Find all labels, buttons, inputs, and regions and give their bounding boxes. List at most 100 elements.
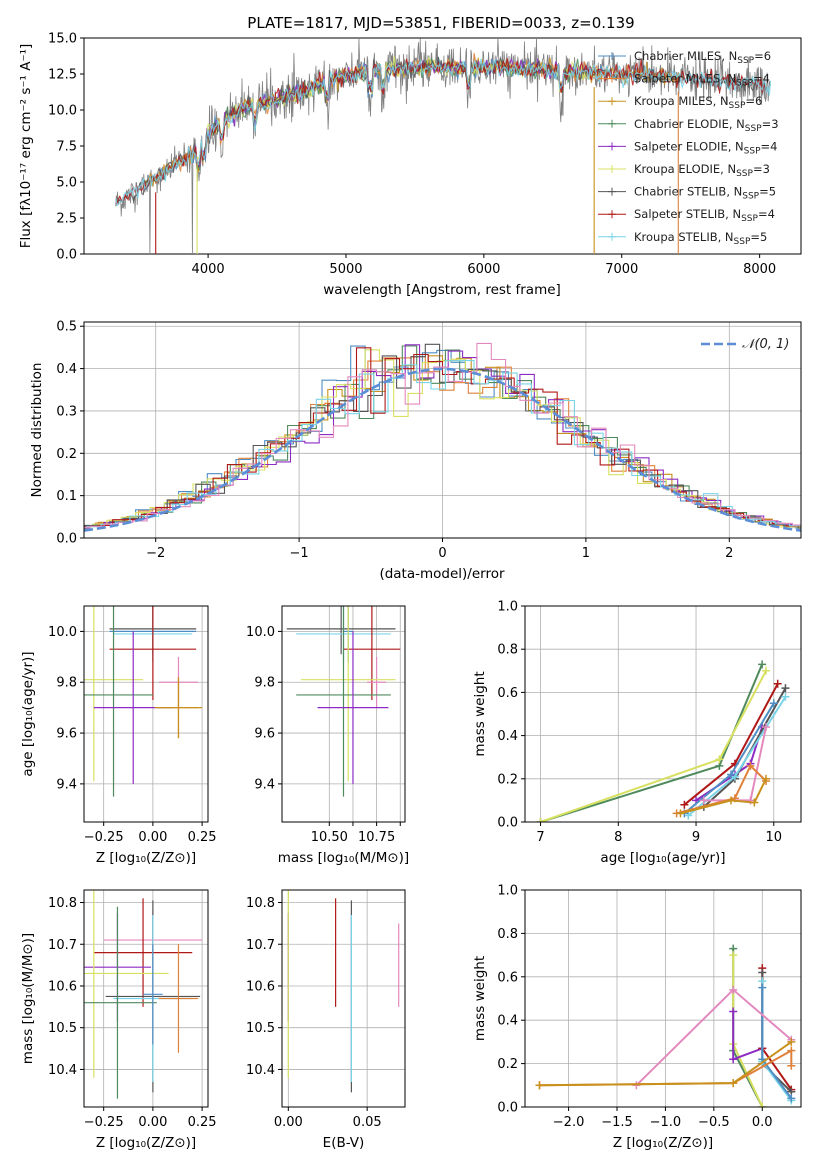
x-tick-label: −1.0 [650,1115,682,1130]
x-tick-label: 9 [692,830,700,845]
x-tick-label: 0.05 [353,1115,382,1130]
weight-marker [762,666,771,675]
plot-area [286,606,401,797]
weight-marker [787,1094,796,1103]
y-tick-label: 1.0 [497,600,518,615]
y-tick-label: 10.4 [48,1063,77,1078]
y-tick-label: 0.8 [497,927,518,942]
legend-marker [608,232,616,241]
x-tick-label: −0.25 [84,830,124,845]
plot-area [287,890,400,1093]
weight-marker [729,985,738,994]
y-tick-label: 9.4 [254,777,275,792]
weight-marker [729,1007,738,1016]
weight-line [680,778,767,815]
x-tick-label: 7000 [605,262,638,277]
y-tick-label: 2.5 [56,212,77,227]
histogram-chabrier_stelib [84,343,801,529]
model-spectrum-kroupa_stelib [115,58,772,206]
axes-frame [83,605,209,823]
x-tick-label: 7 [536,830,544,845]
spectrum-xlabel: wavelength [Angstrom, rest frame] [323,282,561,298]
y-axis-label: mass weight [472,956,488,1041]
y-tick-label: 10.8 [48,896,77,911]
gaussian-curve [83,367,802,532]
legend-label: Salpeter MILES, NSSP=4 [634,72,770,89]
axes-frame [83,889,209,1108]
x-axis-label: E(B-V) [323,1135,365,1151]
age-vs-metallicity-panel: −0.25 0.00 0.25 9.4 9.6 9.8 10.0 Z [log₁₀(Z/Z⊙)… [20,605,217,866]
x-tick-label: 0.0 [752,1115,773,1130]
x-tick-label: 0.00 [138,1115,167,1130]
y-tick-label: 0.8 [497,643,518,658]
age-vs-mass-panel: 10.50 10.75 9.4 9.6 9.8 10.0 mass [log₁₀(M/M⊙)… [246,605,409,866]
y-tick-label: 0.2 [497,1057,518,1072]
weight-marker [769,699,778,708]
x-tick-label: 0.25 [188,830,217,845]
y-tick-label: 5.0 [56,176,77,191]
x-tick-label: 0.25 [188,1115,217,1130]
y-tick-label: 0.5 [56,320,77,335]
x-tick-label: 1 [582,546,590,561]
weight-marker [762,774,771,783]
y-tick-label: 1.0 [497,884,518,899]
weight-marker [787,1037,796,1046]
x-axis-label: Z [log₁₀(Z/Z⊙)] [96,1135,196,1151]
y-tick-label: 9.4 [56,777,77,792]
weight-marker [676,809,685,818]
y-tick-label: 0.0 [56,532,77,547]
y-tick-label: 0.4 [497,729,518,744]
weight-marker [781,692,790,701]
x-tick-label: 4000 [192,262,225,277]
legend-marker [608,187,616,196]
x-tick-label: −0.5 [698,1115,730,1130]
x-tick-label: 10.75 [358,830,395,845]
y-tick-label: 0.3 [56,404,77,419]
x-tick-label: −2.0 [553,1115,585,1130]
weight-marker [787,1046,796,1055]
histogram-legend: 𝒩(0, 1) [701,337,789,352]
weight-marker [773,679,782,688]
y-tick-label: 15.0 [48,32,77,47]
y-tick-label: 0.0 [56,248,77,263]
y-tick-label: 10.4 [246,1063,275,1078]
x-tick-label: 8000 [743,262,776,277]
plot-area [84,890,203,1099]
y-tick-label: 0.4 [497,1014,518,1029]
y-tick-label: 9.8 [56,676,77,691]
x-tick-label: 0 [438,546,446,561]
weight-line [676,764,767,815]
legend-label: Chabrier ELODIE, NSSP=3 [634,117,779,134]
y-tick-label: 0.1 [56,489,77,504]
weight-marker [632,1081,641,1090]
y-axis-label: age [log₁₀(age/yr)] [20,651,36,776]
legend-marker [608,52,616,60]
legend-label: Chabrier STELIB, NSSP=5 [634,185,776,202]
weight-marker [746,761,755,770]
massweight-vs-metallicity-panel: −2.0 −1.5 −1.0 −0.5 0.0 0.0 0.2 0.4 0.6 0.8 1.0 Z [… [472,884,802,1151]
x-tick-label: 2 [725,546,733,561]
legend-label: Salpeter ELODIE, NSSP=4 [634,139,777,156]
weight-marker [536,818,545,822]
weight-marker [762,722,771,731]
x-axis-label: mass [log₁₀(M/M⊙)] [278,850,409,866]
axes-frame [281,605,406,823]
weight-marker [715,755,724,764]
histogram-pink [84,342,801,529]
y-tick-label: 10.0 [246,625,275,640]
x-axis-label: age [log₁₀(age/yr)] [600,850,725,866]
legend-marker [608,142,616,151]
y-tick-label: 0.2 [497,772,518,787]
y-tick-label: 10.5 [246,1021,275,1036]
x-tick-label: 6000 [467,262,500,277]
weight-marker [729,951,738,960]
spectrum-panel: PLATE=1817, MJD=53851, FIBERID=0033, z=0… [18,14,802,298]
legend-marker [608,119,616,128]
x-tick-label: −1 [290,546,309,561]
histogram-ylabel: Normed distribution [29,363,45,498]
y-tick-label: 0.0 [497,1101,518,1116]
y-tick-label: 12.5 [48,68,77,83]
y-tick-label: 10.8 [246,896,275,911]
legend-marker [608,74,616,83]
